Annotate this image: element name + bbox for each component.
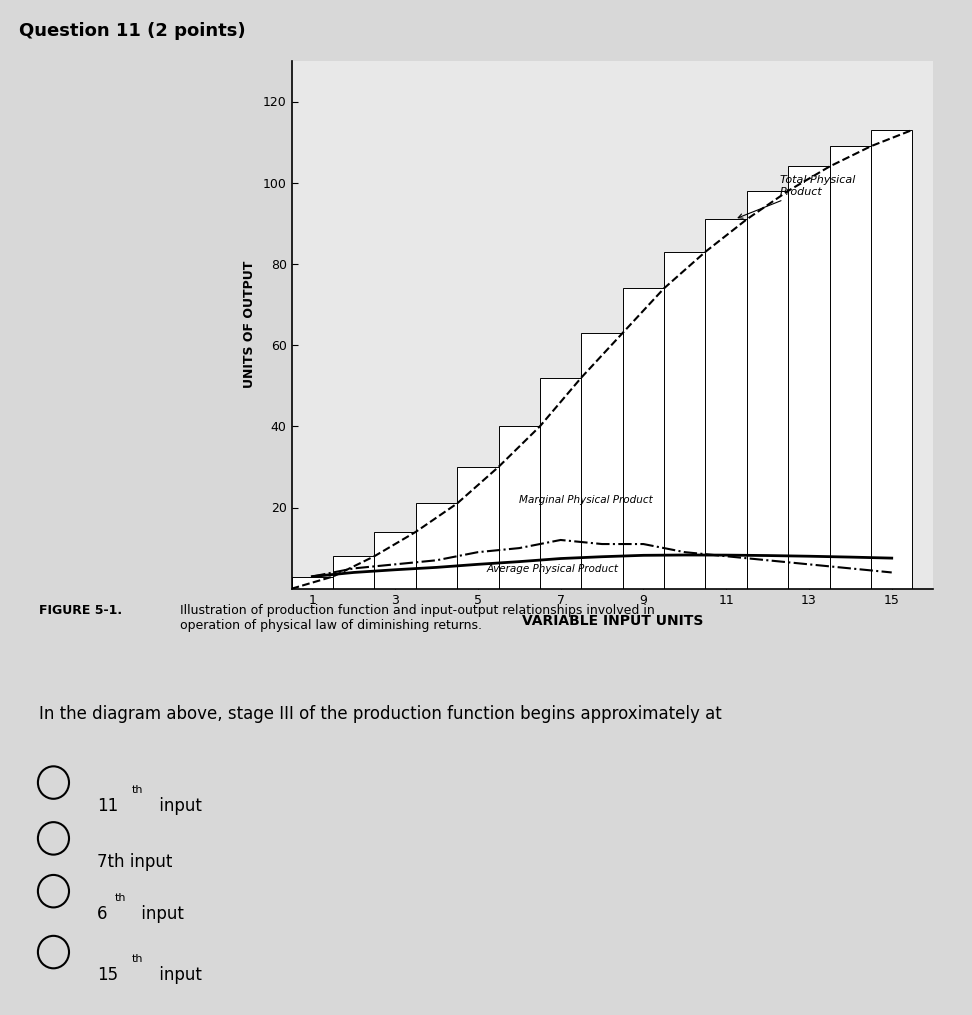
Text: th: th bbox=[132, 954, 144, 964]
Text: 15: 15 bbox=[97, 966, 119, 985]
Text: th: th bbox=[115, 893, 126, 903]
X-axis label: VARIABLE INPUT UNITS: VARIABLE INPUT UNITS bbox=[522, 613, 703, 627]
Bar bbox=[333, 556, 374, 589]
Text: input: input bbox=[136, 905, 184, 924]
Bar bbox=[871, 130, 913, 589]
Bar bbox=[706, 219, 746, 589]
Text: Illustration of production function and input-output relationships involved in
o: Illustration of production function and … bbox=[180, 604, 654, 632]
Bar bbox=[374, 532, 416, 589]
Text: Question 11 (2 points): Question 11 (2 points) bbox=[19, 22, 246, 41]
Text: Marginal Physical Product: Marginal Physical Product bbox=[519, 495, 653, 505]
Text: Average Physical Product: Average Physical Product bbox=[486, 564, 618, 574]
Bar bbox=[664, 252, 706, 589]
Bar bbox=[539, 378, 581, 589]
Bar bbox=[830, 146, 871, 589]
Text: Total Physical
Product: Total Physical Product bbox=[738, 176, 855, 218]
Bar bbox=[292, 577, 333, 589]
Bar bbox=[623, 288, 664, 589]
Text: 6: 6 bbox=[97, 905, 108, 924]
Bar bbox=[788, 166, 830, 589]
Text: input: input bbox=[154, 966, 201, 985]
Text: th: th bbox=[132, 785, 144, 795]
Text: 11: 11 bbox=[97, 797, 119, 815]
Bar bbox=[499, 426, 539, 589]
Bar bbox=[416, 503, 457, 589]
Bar bbox=[457, 467, 499, 589]
Text: 7th input: 7th input bbox=[97, 853, 173, 871]
Bar bbox=[746, 191, 788, 589]
Text: input: input bbox=[154, 797, 201, 815]
Text: In the diagram above, stage III of the production function begins approximately : In the diagram above, stage III of the p… bbox=[39, 705, 721, 724]
Y-axis label: UNITS OF OUTPUT: UNITS OF OUTPUT bbox=[243, 261, 256, 389]
Bar bbox=[581, 333, 623, 589]
Text: FIGURE 5-1.: FIGURE 5-1. bbox=[39, 604, 122, 617]
